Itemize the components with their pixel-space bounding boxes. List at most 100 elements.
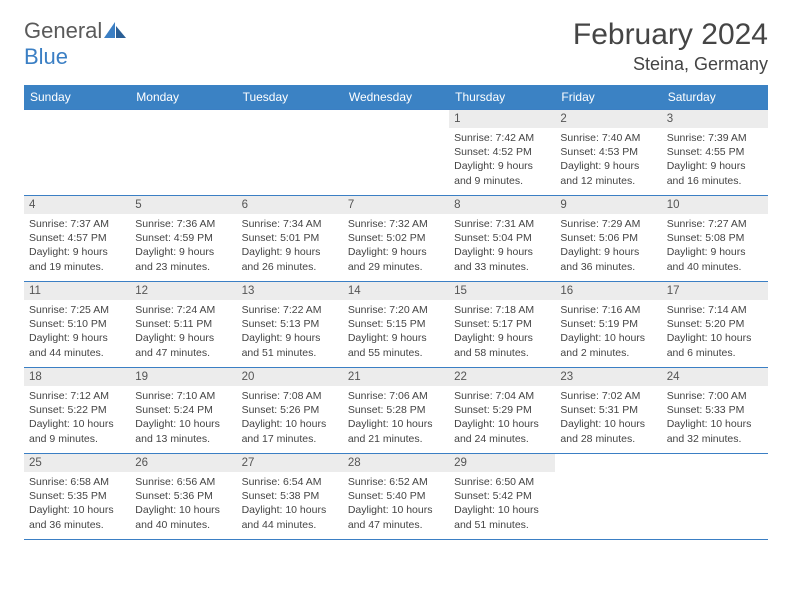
sunrise-text: Sunrise: 7:04 AM [454, 389, 550, 403]
day-number: 3 [662, 110, 768, 128]
day-details: Sunrise: 7:18 AMSunset: 5:17 PMDaylight:… [449, 300, 555, 364]
day-details: Sunrise: 7:27 AMSunset: 5:08 PMDaylight:… [662, 214, 768, 278]
sunset-text: Sunset: 5:24 PM [135, 403, 231, 417]
day-details: Sunrise: 7:24 AMSunset: 5:11 PMDaylight:… [130, 300, 236, 364]
day-details: Sunrise: 6:56 AMSunset: 5:36 PMDaylight:… [130, 472, 236, 536]
calendar-day-cell: 5Sunrise: 7:36 AMSunset: 4:59 PMDaylight… [130, 196, 236, 282]
day-details: Sunrise: 7:31 AMSunset: 5:04 PMDaylight:… [449, 214, 555, 278]
day-details: Sunrise: 7:12 AMSunset: 5:22 PMDaylight:… [24, 386, 130, 450]
sunrise-text: Sunrise: 7:20 AM [348, 303, 444, 317]
daylight-text: Daylight: 10 hours and 47 minutes. [348, 503, 444, 531]
day-details: Sunrise: 7:10 AMSunset: 5:24 PMDaylight:… [130, 386, 236, 450]
sunrise-text: Sunrise: 7:00 AM [667, 389, 763, 403]
logo-sail-icon [104, 22, 126, 38]
day-details: Sunrise: 6:50 AMSunset: 5:42 PMDaylight:… [449, 472, 555, 536]
sunrise-text: Sunrise: 7:27 AM [667, 217, 763, 231]
day-details: Sunrise: 7:02 AMSunset: 5:31 PMDaylight:… [555, 386, 661, 450]
location: Steina, Germany [573, 54, 768, 75]
daylight-text: Daylight: 9 hours and 16 minutes. [667, 159, 763, 187]
day-details: Sunrise: 7:39 AMSunset: 4:55 PMDaylight:… [662, 128, 768, 192]
calendar-day-cell: 27 Sunrise: 6:54 AMSunset: 5:38 PMDayligh… [237, 454, 343, 540]
day-details: Sunrise: 7:25 AMSunset: 5:10 PMDaylight:… [24, 300, 130, 364]
title-block: February 2024 Steina, Germany [573, 18, 768, 75]
calendar-day-cell: .. [662, 454, 768, 540]
sunrise-text: Sunrise: 7:25 AM [29, 303, 125, 317]
sunset-text: Sunset: 5:11 PM [135, 317, 231, 331]
daylight-text: Daylight: 9 hours and 12 minutes. [560, 159, 656, 187]
sunset-text: Sunset: 5:29 PM [454, 403, 550, 417]
daylight-text: Daylight: 10 hours and 44 minutes. [242, 503, 338, 531]
daylight-text: Daylight: 10 hours and 36 minutes. [29, 503, 125, 531]
sunrise-text: Sunrise: 7:02 AM [560, 389, 656, 403]
day-details: Sunrise: 6:58 AMSunset: 5:35 PMDaylight:… [24, 472, 130, 536]
day-number: 5 [130, 196, 236, 214]
sunset-text: Sunset: 5:01 PM [242, 231, 338, 245]
day-number: 11 [24, 282, 130, 300]
day-details: Sunrise: 7:29 AMSunset: 5:06 PMDaylight:… [555, 214, 661, 278]
daylight-text: Daylight: 10 hours and 40 minutes. [135, 503, 231, 531]
day-number: 7 [343, 196, 449, 214]
weekday-header: Tuesday [237, 85, 343, 110]
weekday-header: Monday [130, 85, 236, 110]
daylight-text: Daylight: 9 hours and 47 minutes. [135, 331, 231, 359]
daylight-text: Daylight: 9 hours and 55 minutes. [348, 331, 444, 359]
day-details: Sunrise: 7:08 AMSunset: 5:26 PMDaylight:… [237, 386, 343, 450]
sunset-text: Sunset: 5:42 PM [454, 489, 550, 503]
sunrise-text: Sunrise: 7:34 AM [242, 217, 338, 231]
sunrise-text: Sunrise: 7:31 AM [454, 217, 550, 231]
daylight-text: Daylight: 9 hours and 29 minutes. [348, 245, 444, 273]
month-title: February 2024 [573, 18, 768, 52]
weekday-header: Sunday [24, 85, 130, 110]
brand-part2: Blue [24, 44, 68, 69]
brand-logo: GeneralBlue [24, 18, 126, 70]
brand-text: GeneralBlue [24, 18, 126, 70]
day-number: 9 [555, 196, 661, 214]
sunrise-text: Sunrise: 7:42 AM [454, 131, 550, 145]
sunrise-text: Sunrise: 7:08 AM [242, 389, 338, 403]
sunset-text: Sunset: 5:33 PM [667, 403, 763, 417]
calendar-day-cell: 16Sunrise: 7:16 AMSunset: 5:19 PMDayligh… [555, 282, 661, 368]
daylight-text: Daylight: 10 hours and 28 minutes. [560, 417, 656, 445]
sunrise-text: Sunrise: 7:32 AM [348, 217, 444, 231]
sunset-text: Sunset: 5:04 PM [454, 231, 550, 245]
weekday-header: Thursday [449, 85, 555, 110]
day-number: 26 [130, 454, 236, 472]
day-number: 4 [24, 196, 130, 214]
day-number: 27 [237, 454, 343, 472]
sunset-text: Sunset: 5:20 PM [667, 317, 763, 331]
sunset-text: Sunset: 4:53 PM [560, 145, 656, 159]
daylight-text: Daylight: 9 hours and 44 minutes. [29, 331, 125, 359]
day-details: Sunrise: 7:04 AMSunset: 5:29 PMDaylight:… [449, 386, 555, 450]
day-details: Sunrise: 7:14 AMSunset: 5:20 PMDaylight:… [662, 300, 768, 364]
calendar-day-cell: 29Sunrise: 6:50 AMSunset: 5:42 PMDayligh… [449, 454, 555, 540]
calendar-day-cell: 25Sunrise: 6:58 AMSunset: 5:35 PMDayligh… [24, 454, 130, 540]
calendar-week-row: 11Sunrise: 7:25 AMSunset: 5:10 PMDayligh… [24, 282, 768, 368]
day-number: 17 [662, 282, 768, 300]
weekday-header: Friday [555, 85, 661, 110]
sunset-text: Sunset: 5:31 PM [560, 403, 656, 417]
sunrise-text: Sunrise: 7:40 AM [560, 131, 656, 145]
sunset-text: Sunset: 5:13 PM [242, 317, 338, 331]
calendar-day-cell: 23Sunrise: 7:02 AMSunset: 5:31 PMDayligh… [555, 368, 661, 454]
day-details: Sunrise: 7:32 AMSunset: 5:02 PMDaylight:… [343, 214, 449, 278]
sunset-text: Sunset: 5:35 PM [29, 489, 125, 503]
daylight-text: Daylight: 10 hours and 24 minutes. [454, 417, 550, 445]
header: GeneralBlue February 2024 Steina, German… [24, 18, 768, 75]
day-details: Sunrise: 6:52 AMSunset: 5:40 PMDaylight:… [343, 472, 449, 536]
sunset-text: Sunset: 5:38 PM [242, 489, 338, 503]
sunrise-text: Sunrise: 7:24 AM [135, 303, 231, 317]
sunrise-text: Sunrise: 6:54 AM [242, 475, 338, 489]
calendar-day-cell: 2Sunrise: 7:40 AMSunset: 4:53 PMDaylight… [555, 110, 661, 196]
day-details: Sunrise: 7:34 AMSunset: 5:01 PMDaylight:… [237, 214, 343, 278]
sunrise-text: Sunrise: 7:14 AM [667, 303, 763, 317]
day-details: Sunrise: 7:36 AMSunset: 4:59 PMDaylight:… [130, 214, 236, 278]
day-number: 25 [24, 454, 130, 472]
day-number: 29 [449, 454, 555, 472]
day-number: 1 [449, 110, 555, 128]
calendar-day-cell: 10Sunrise: 7:27 AMSunset: 5:08 PMDayligh… [662, 196, 768, 282]
daylight-text: Daylight: 10 hours and 13 minutes. [135, 417, 231, 445]
daylight-text: Daylight: 10 hours and 32 minutes. [667, 417, 763, 445]
day-details: Sunrise: 7:16 AMSunset: 5:19 PMDaylight:… [555, 300, 661, 364]
sunset-text: Sunset: 5:10 PM [29, 317, 125, 331]
calendar-day-cell: 6Sunrise: 7:34 AMSunset: 5:01 PMDaylight… [237, 196, 343, 282]
